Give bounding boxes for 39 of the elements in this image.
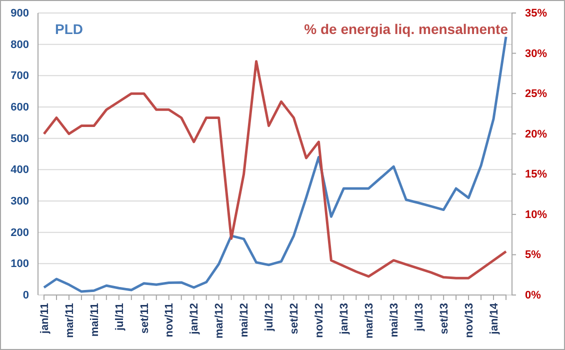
x-tick-label: set/11: [138, 303, 151, 334]
y-tick-label: 300: [10, 196, 29, 208]
text: % de energia liq. mensalmente: [304, 21, 508, 37]
x-tick-label: mai/12: [238, 303, 251, 338]
y-tick-label: 200: [10, 226, 29, 239]
x-tick-label: jan/11: [38, 303, 51, 335]
x-tick-label: jul/11: [114, 303, 126, 332]
y2-tick-label: 25%: [525, 88, 548, 100]
y-tick-label: 900: [10, 8, 29, 20]
y-tick-label: 500: [10, 132, 29, 145]
x-tick-label: jul/13: [413, 303, 426, 332]
y-tick-label: 0: [22, 290, 29, 302]
y-tick-label: 400: [10, 164, 29, 176]
x-tick-label: jan/13: [338, 303, 351, 336]
text: PLD: [55, 21, 83, 37]
y2-tick-label: 0%: [525, 290, 542, 302]
x-tick-label: set/13: [438, 303, 450, 334]
x-tick-label: set/12: [288, 303, 301, 334]
y2-tick-label: 35%: [525, 8, 548, 20]
y2-tick-label: 15%: [525, 168, 548, 181]
x-tick-label: jul/12: [264, 303, 276, 332]
x-tick-label: mar/12: [214, 303, 226, 338]
y2-tick-label: 10%: [525, 208, 548, 221]
x-tick-label: mai/11: [88, 303, 101, 337]
y2-tick-label: 30%: [525, 48, 548, 60]
x-tick-label: jan/14: [488, 302, 500, 336]
y-tick-label: 800: [10, 38, 29, 51]
y-tick-label: 100: [10, 258, 29, 270]
x-tick-label: mar/11: [64, 303, 76, 338]
x-tick-label: jan/12: [188, 303, 201, 336]
x-tick-label: nov/12: [314, 303, 326, 338]
y2-tick-label: 20%: [525, 128, 548, 140]
x-tick-label: mai/13: [388, 303, 400, 338]
x-tick-label: nov/11: [164, 303, 176, 338]
y-tick-label: 700: [10, 70, 29, 82]
y-tick-label: 600: [10, 102, 29, 114]
y2-tick-label: 5%: [525, 249, 542, 262]
x-tick-label: mar/13: [364, 303, 376, 338]
x-tick-label: nov/13: [463, 303, 476, 338]
